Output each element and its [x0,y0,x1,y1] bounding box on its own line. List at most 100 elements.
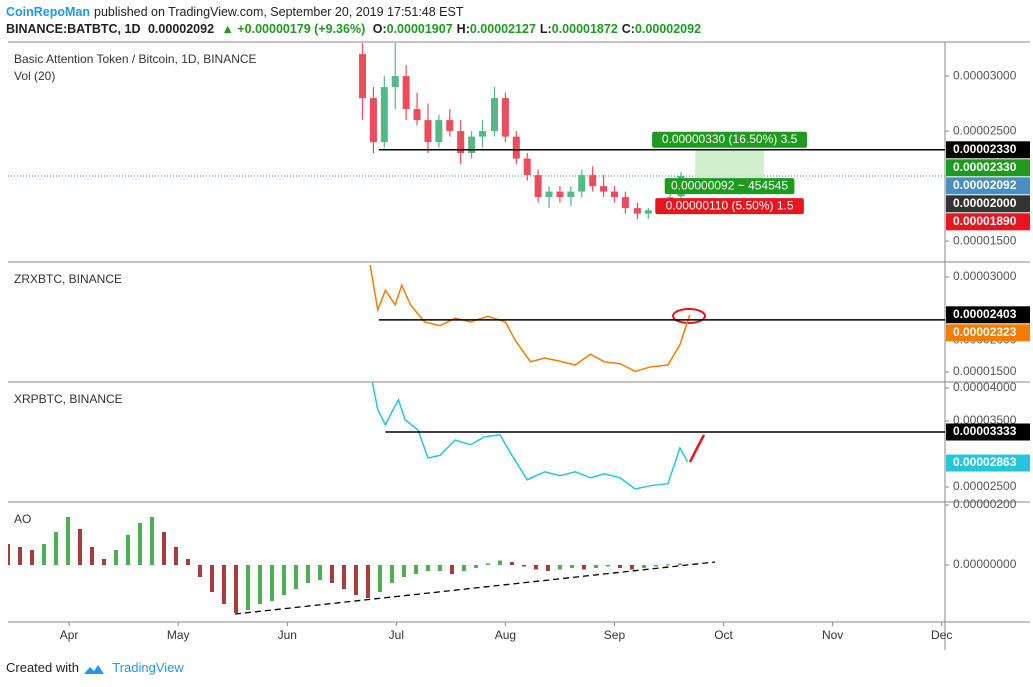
y-tick-label: 0.00001500 [953,233,1017,247]
ao-bar [281,565,286,595]
ao-bar [569,565,574,568]
candle-body [589,175,597,187]
y-tick-label: 0.00000000 [953,557,1017,571]
ao-bar [257,565,262,604]
x-tick-label: Aug [495,628,516,642]
panel [371,382,689,490]
price-tag-label: 0.00002330 [953,142,1017,156]
candle-body [633,208,641,214]
candle-body [468,136,476,154]
price-tag-label: 0.00002863 [953,455,1017,469]
ao-bar [305,565,310,583]
price-tag-label: 0.00002092 [953,178,1017,192]
candle-body [567,191,575,198]
candle-body [501,98,509,137]
ao-bar [209,565,214,592]
price-tag-label: 0.00002323 [953,325,1017,339]
candle-body [424,120,432,143]
ao-bar [233,565,238,613]
symbol-line: BINANCE:BATBTC, 1D 0.00002092 ▲ +0.00000… [6,22,709,36]
panel-title: AO [14,512,31,526]
ao-bar [413,565,418,574]
ao-bar [557,565,562,570]
panel-title: ZRXBTC, BINANCE [14,272,122,286]
ao-bar [269,565,274,601]
header-line: CoinRepoMan published on TradingView.com,… [6,5,468,19]
y-tick-label: 0.00004000 [953,380,1017,394]
ao-bar [653,565,658,567]
author: CoinRepoMan [6,5,91,19]
price-tag [946,159,1030,177]
annotation-trendline [234,561,716,615]
ao-bar [17,547,22,565]
price-tag [946,141,1030,159]
ao-bar [473,565,478,568]
y-tick-label: 0.00000200 [953,497,1017,511]
logo-icon [83,664,104,674]
candle-body [523,158,531,176]
ao-bar [293,565,298,589]
ao-bar [89,547,94,565]
x-tick-label: May [167,628,190,642]
ao-bar [341,565,346,589]
ao-bar [317,565,322,580]
ao-bar [533,565,538,570]
annotation-stroke [688,434,706,463]
panel-title: XRPBTC, BINANCE [14,392,123,406]
ao-bar [377,565,382,592]
ohlc-key: C: [621,22,635,36]
ohlc-key: H: [456,22,470,36]
candle-body [457,131,465,154]
x-tick-label: Nov [822,628,843,642]
ohlc-value: 0.00001907 [386,22,453,36]
y-tick-label: 0.00003000 [953,269,1017,283]
price-tag [946,177,1030,195]
ao-bar [221,565,226,604]
ao-bar [629,565,634,570]
change: ▲ +0.00000179 (+9.36%) [221,22,366,36]
panel-subtitle: Vol (20) [14,69,55,83]
panel-title: Basic Attention Token / Bitcoin, 1D, BIN… [14,52,257,66]
ao-bar [401,565,406,577]
price-tag [946,423,1030,441]
candle-body [402,76,410,110]
candle-body [545,191,553,198]
y-tick-label: 0.00002500 [953,479,1017,493]
candle-body [369,98,377,143]
candle-body [512,136,520,159]
candle-body [413,109,421,121]
ao-bar [677,563,682,565]
price-tag-label: 0.00002403 [953,307,1017,321]
ao-bar [329,565,334,583]
candle-body [644,210,652,214]
footer: Created with TradingView [6,660,184,675]
ao-bar [137,523,142,565]
position-label-box [664,178,795,195]
position-label-box [655,198,804,215]
x-tick-label: Dec [931,628,952,642]
ao-bar [185,559,190,565]
candle-body [600,186,608,192]
ao-bar [149,517,154,565]
ao-bar [521,565,526,567]
ao-bar [581,565,586,570]
ao-bar [449,565,454,574]
ao-bar [497,560,502,565]
ao-bar [641,565,646,568]
footer-logo[interactable]: TradingView [112,660,184,675]
published: published on TradingView.com, September … [94,5,464,19]
ao-bar [77,529,82,565]
position-label-box [652,131,808,148]
ao-bar [101,559,106,565]
ao-bar [437,565,442,571]
ao-bar [365,565,370,598]
price-tag [946,195,1030,213]
ao-bar [29,550,34,565]
ao-bar [173,547,178,565]
annotation-ellipse [672,308,706,324]
position-label: 0.00000330 (16.50%) 3.5 [662,132,798,146]
candle-body [391,76,399,88]
